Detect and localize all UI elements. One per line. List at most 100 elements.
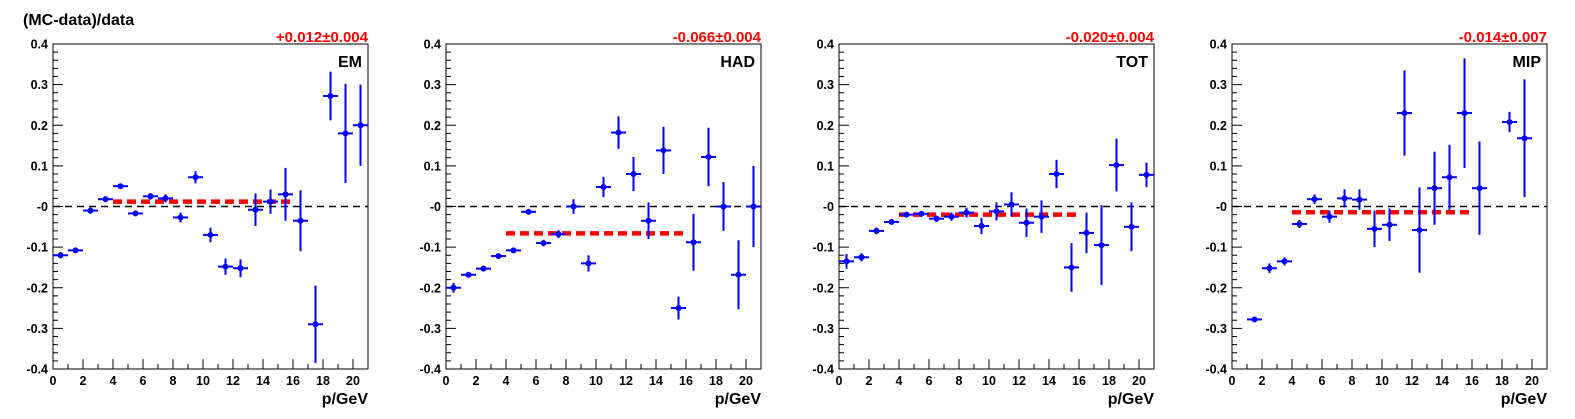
fit-result-label: -0.014±0.007 [1459, 29, 1547, 46]
point-marker [705, 153, 712, 160]
y-tick-label: -0 [430, 200, 441, 214]
data-point [98, 196, 113, 203]
point-marker [1266, 265, 1273, 272]
y-tick-label: 0.3 [31, 78, 48, 92]
x-tick-label: 20 [1132, 374, 1146, 388]
point-marker [1401, 110, 1408, 117]
data-point [1427, 151, 1442, 225]
y-tick-label: -0.3 [812, 322, 834, 336]
data-point [611, 116, 626, 149]
x-tick-label: 12 [1012, 374, 1026, 388]
point-marker [1023, 219, 1030, 226]
x-tick-label: 0 [1229, 374, 1236, 388]
point-marker [147, 193, 154, 200]
data-point [596, 176, 611, 198]
data-point [1382, 208, 1397, 242]
data-point [914, 210, 929, 217]
point-marker [585, 260, 592, 267]
point-marker [963, 209, 970, 216]
data-point [278, 167, 293, 221]
y-tick-label: 0.4 [31, 38, 48, 52]
y-tick-label: -0 [37, 200, 48, 214]
x-tick-label: 14 [1042, 374, 1056, 388]
data-point [68, 247, 83, 254]
y-tick-label: 0.4 [817, 38, 834, 52]
data-point [1139, 162, 1154, 187]
point-marker [873, 227, 880, 234]
point-marker [978, 223, 985, 229]
point-marker [132, 210, 139, 217]
point-marker [102, 196, 109, 203]
point-marker [465, 271, 472, 278]
y-tick-label: 0.4 [1210, 38, 1227, 52]
y-tick-label: -0.2 [812, 281, 834, 295]
data-point [974, 217, 989, 235]
x-tick-label: 16 [1465, 374, 1479, 388]
y-tick-label: -0.4 [26, 363, 48, 377]
point-marker [570, 203, 577, 210]
x-tick-label: 16 [1072, 374, 1086, 388]
point-marker [903, 211, 910, 218]
data-point [716, 182, 731, 231]
point-marker [312, 321, 319, 328]
x-tick-label: 4 [1289, 374, 1296, 388]
data-point [1064, 243, 1079, 292]
x-tick-label: 6 [1319, 374, 1326, 388]
x-tick-label: 8 [956, 374, 963, 388]
x-tick-label: 0 [836, 374, 843, 388]
x-tick-label: 4 [503, 374, 510, 388]
data-point [656, 126, 671, 174]
data-point [1109, 138, 1124, 192]
point-marker [1326, 213, 1333, 220]
data-point [338, 83, 353, 183]
data-point [1079, 212, 1094, 254]
point-marker [177, 214, 184, 221]
fit-result-label: -0.020±0.004 [1066, 29, 1155, 46]
point-marker [1431, 185, 1438, 192]
data-point [626, 156, 641, 192]
y-tick-label: -0 [1216, 200, 1227, 214]
data-point [491, 253, 506, 260]
data-point [1034, 200, 1049, 233]
y-tick-label: 0.1 [1210, 159, 1227, 173]
data-point [1292, 219, 1307, 229]
data-point [551, 230, 566, 239]
y-tick-label: 0.2 [424, 119, 441, 133]
data-point [701, 127, 716, 187]
point-marker [480, 265, 487, 272]
point-marker [918, 210, 925, 217]
data-point [1019, 208, 1034, 237]
x-axis-label: p/GeV [322, 391, 369, 408]
data-point [1412, 187, 1427, 273]
x-tick-label: 18 [709, 374, 723, 388]
x-tick-label: 20 [346, 374, 360, 388]
data-point [521, 208, 536, 215]
point-marker [510, 247, 517, 254]
point-marker [342, 130, 349, 137]
point-marker [1416, 227, 1423, 234]
point-marker [1281, 258, 1288, 265]
x-tick-label: 18 [1102, 374, 1116, 388]
data-point [353, 84, 368, 166]
point-marker [72, 247, 79, 254]
point-marker [888, 218, 895, 225]
data-point [566, 199, 581, 214]
data-point [173, 212, 188, 223]
x-tick-label: 10 [589, 374, 603, 388]
point-marker [117, 183, 124, 190]
point-marker [207, 231, 214, 238]
data-point [1049, 159, 1064, 189]
fit-result-label: -0.066±0.004 [673, 29, 762, 46]
data-point [446, 282, 461, 293]
point-marker [1128, 223, 1135, 230]
y-tick-label: 0.1 [424, 159, 441, 173]
data-point [158, 194, 173, 203]
data-point [1352, 189, 1367, 210]
x-tick-label: 8 [170, 374, 177, 388]
point-marker [1008, 201, 1015, 208]
point-marker [1083, 229, 1090, 236]
point-marker [237, 265, 244, 272]
y-tick-label: -0.4 [419, 363, 441, 377]
point-marker [1143, 171, 1150, 178]
y-tick-label: 0.2 [1210, 119, 1227, 133]
